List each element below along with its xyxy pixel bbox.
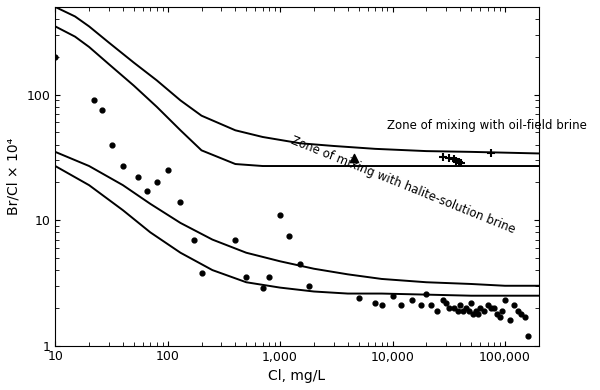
Point: [475, 305, 485, 311]
Point: [416, 302, 426, 308]
Point: [397, 302, 406, 308]
Point: [370, 300, 380, 306]
Point: [445, 305, 454, 311]
Point: [461, 305, 471, 311]
Point: [495, 314, 505, 320]
Point: [426, 302, 436, 308]
Point: [433, 308, 442, 314]
Point: [464, 308, 474, 314]
Point: [442, 300, 451, 306]
Point: [118, 163, 128, 169]
Point: [377, 302, 386, 308]
Point: [466, 300, 476, 306]
Point: [241, 274, 251, 280]
Point: [265, 274, 274, 280]
Point: [258, 284, 268, 291]
Point: [89, 97, 98, 103]
Point: [455, 302, 465, 308]
Point: [479, 308, 489, 314]
Point: [438, 297, 448, 303]
Point: [304, 283, 314, 289]
Point: [453, 308, 463, 314]
Point: [197, 270, 206, 276]
Point: [454, 159, 464, 165]
Point: [520, 314, 530, 320]
Point: [152, 179, 161, 186]
Point: [388, 292, 397, 299]
Point: [513, 308, 523, 314]
Point: [230, 236, 240, 243]
Point: [486, 150, 496, 156]
Point: [500, 297, 510, 303]
Point: [134, 174, 143, 180]
Point: [445, 155, 454, 161]
Point: [468, 310, 478, 317]
Point: [505, 317, 514, 323]
Point: [473, 310, 483, 317]
Point: [275, 212, 285, 218]
Point: [50, 54, 60, 60]
Point: [452, 158, 461, 164]
Y-axis label: Br/Cl × 10⁴: Br/Cl × 10⁴: [7, 138, 21, 215]
Point: [492, 310, 502, 317]
Point: [489, 305, 499, 311]
Text: Zone of mixing with halite-solution brine: Zone of mixing with halite-solution brin…: [289, 134, 517, 236]
Point: [486, 305, 496, 311]
Point: [509, 302, 518, 308]
Point: [349, 155, 358, 161]
Point: [295, 261, 305, 267]
Point: [284, 233, 294, 239]
Point: [458, 308, 467, 314]
Point: [142, 188, 151, 194]
Point: [449, 305, 458, 311]
Point: [422, 291, 431, 297]
Point: [449, 156, 458, 163]
X-axis label: Cl, mg/L: Cl, mg/L: [268, 369, 326, 383]
Point: [523, 333, 533, 339]
Point: [176, 199, 185, 205]
Text: Zone of mixing with oil-field brine: Zone of mixing with oil-field brine: [388, 119, 587, 133]
Point: [189, 236, 199, 243]
Point: [107, 142, 117, 148]
Point: [471, 308, 481, 314]
Point: [354, 295, 364, 301]
Point: [497, 308, 507, 314]
Point: [483, 302, 493, 308]
Point: [457, 160, 466, 166]
Point: [407, 297, 417, 303]
Point: [97, 107, 107, 113]
Point: [163, 167, 172, 173]
Point: [517, 310, 526, 317]
Point: [438, 154, 448, 160]
